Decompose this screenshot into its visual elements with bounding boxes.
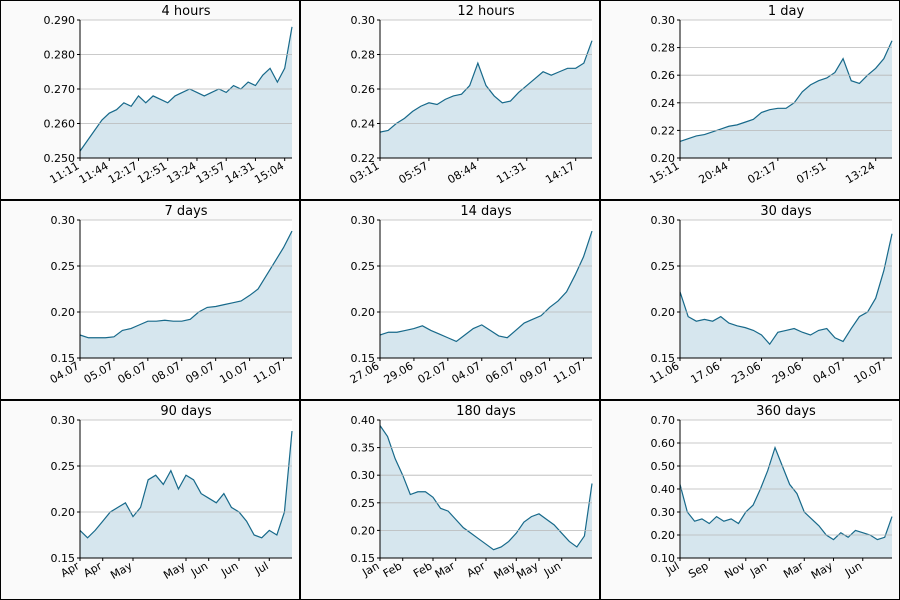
y-tick-label: 0.15 <box>651 352 676 365</box>
line <box>379 425 593 551</box>
y-tick-label: 0.30 <box>351 469 376 482</box>
y-tick-label: 0.20 <box>651 529 676 542</box>
x-tick-label: Jul <box>252 559 271 577</box>
x-tick-label: Jul <box>663 559 682 577</box>
y-tick-label: 0.280 <box>44 49 76 62</box>
chart-title: 90 days <box>160 404 212 419</box>
line <box>679 233 893 346</box>
chart-title: 7 days <box>164 204 207 219</box>
y-tick-label: 0.20 <box>651 152 676 165</box>
chart-title: 180 days <box>456 404 516 419</box>
y-tick-label: 0.260 <box>44 118 76 131</box>
chart-title: 360 days <box>756 404 816 419</box>
y-tick-label: 0.28 <box>351 49 376 62</box>
y-tick-label: 0.290 <box>44 14 76 27</box>
y-tick-label: 0.26 <box>651 69 676 82</box>
y-tick-label: 0.20 <box>351 524 376 537</box>
y-tick-label: 0.28 <box>651 42 676 55</box>
y-tick-label: 0.30 <box>351 214 376 227</box>
chart-title: 12 hours <box>457 4 514 19</box>
y-tick-label: 0.20 <box>51 306 76 319</box>
area-fill <box>680 40 892 159</box>
y-tick-label: 0.30 <box>651 506 676 519</box>
area-fill <box>680 447 892 558</box>
y-tick-label: 0.20 <box>51 506 76 519</box>
line <box>679 40 893 143</box>
y-tick-label: 0.30 <box>51 214 76 227</box>
y-tick-label: 0.50 <box>651 460 676 473</box>
y-tick-label: 0.60 <box>651 437 676 450</box>
y-tick-label: 0.15 <box>51 552 76 565</box>
y-tick-label: 0.22 <box>651 124 676 137</box>
y-tick-label: 0.15 <box>351 552 376 565</box>
y-tick-label: 0.26 <box>351 83 376 96</box>
y-tick-label: 0.25 <box>351 260 376 273</box>
line <box>79 430 293 539</box>
y-tick-label: 0.25 <box>351 497 376 510</box>
chart-title: 14 days <box>460 204 512 219</box>
y-tick-label: 0.30 <box>51 414 76 427</box>
y-tick-label: 0.15 <box>51 352 76 365</box>
y-tick-label: 0.35 <box>351 442 376 455</box>
chart-panel: 0.2500.2600.2700.2800.29011:1111:4412:17… <box>0 0 301 201</box>
area-fill <box>380 231 592 358</box>
y-tick-label: 0.30 <box>651 214 676 227</box>
y-tick-label: 0.30 <box>351 14 376 27</box>
y-tick-label: 0.10 <box>651 552 676 565</box>
line <box>379 40 593 133</box>
y-tick-label: 0.250 <box>44 152 76 165</box>
y-tick-label: 0.20 <box>351 306 376 319</box>
y-tick-label: 0.24 <box>351 118 376 131</box>
y-tick-label: 0.40 <box>651 483 676 496</box>
line <box>379 230 593 343</box>
y-tick-label: 0.30 <box>651 14 676 27</box>
area-fill <box>380 40 592 159</box>
y-tick-label: 0.22 <box>351 152 376 165</box>
y-tick-label: 0.25 <box>51 460 76 473</box>
area-fill <box>380 425 592 558</box>
line <box>679 445 893 541</box>
y-tick-label: 0.40 <box>351 414 376 427</box>
chart-title: 4 hours <box>162 4 211 19</box>
y-tick-label: 0.25 <box>651 260 676 273</box>
line <box>79 230 293 339</box>
y-tick-label: 0.15 <box>351 352 376 365</box>
y-tick-label: 0.270 <box>44 83 76 96</box>
area-fill <box>80 231 292 358</box>
y-tick-label: 0.70 <box>651 414 676 427</box>
area-fill <box>680 233 892 358</box>
y-tick-label: 0.24 <box>651 97 676 110</box>
chart-title: 30 days <box>760 204 812 219</box>
area-fill <box>80 431 292 558</box>
line <box>79 26 293 152</box>
chart-title: 1 day <box>768 4 805 19</box>
y-tick-label: 0.25 <box>51 260 76 273</box>
y-tick-label: 0.20 <box>651 306 676 319</box>
area-fill <box>80 26 292 159</box>
